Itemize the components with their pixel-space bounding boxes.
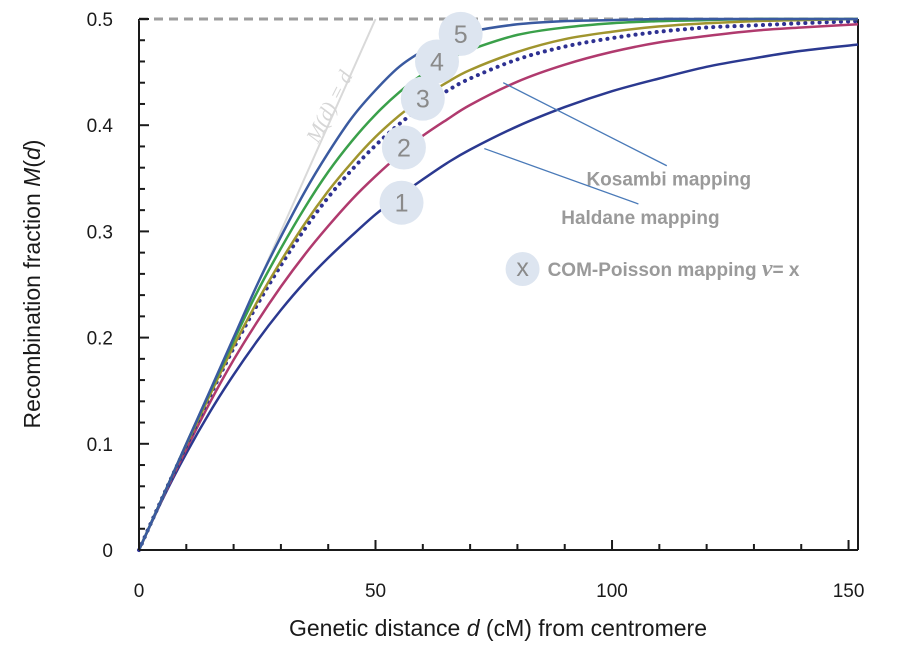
curve-badge-text-3: 3 xyxy=(416,86,430,114)
series-line-nu-1 xyxy=(139,45,858,551)
plot-frame xyxy=(139,19,858,550)
x-tick-label: 150 xyxy=(833,581,865,602)
curve-badge-text-2: 2 xyxy=(397,135,411,163)
com-poisson-note: x COM-Poisson mapping ν= x xyxy=(506,252,800,286)
annotation-text-1: Haldane mapping xyxy=(561,208,719,229)
series-group xyxy=(139,19,858,550)
series-line-nu-5 xyxy=(139,19,858,550)
y-axis-title: Recombination fraction M(d) xyxy=(19,140,45,429)
annotation-group: Kosambi mapping Haldane mapping xyxy=(484,83,751,229)
legend-note-text: COM-Poisson mapping ν= x xyxy=(548,256,800,282)
annotation-pointer-0 xyxy=(503,83,667,166)
reference-lines xyxy=(139,19,858,550)
series-line-nu-2 xyxy=(139,24,858,550)
series-line-kosambi xyxy=(139,21,858,550)
y-tick-label: 0.5 xyxy=(87,10,113,31)
y-tick-label: 0 xyxy=(102,541,113,562)
curve-badge-text-5: 5 xyxy=(454,21,468,49)
x-axis-title: Genetic distance d (cM) from centromere xyxy=(289,615,707,641)
curve-badge-text-4: 4 xyxy=(430,48,444,76)
series-line-nu-3 xyxy=(139,19,858,550)
y-tick-label: 0.4 xyxy=(87,116,114,137)
y-tick-label: 0.2 xyxy=(87,329,113,350)
series-line-nu-4 xyxy=(139,19,858,550)
legend-note-badge-text: x xyxy=(516,254,529,282)
annotation-text-0: Kosambi mapping xyxy=(586,170,751,191)
curve-badge-text-1: 1 xyxy=(395,190,409,218)
y-tick-label: 0.1 xyxy=(87,435,113,456)
x-tick-label: 0 xyxy=(134,581,145,602)
identity-line-label: M(d) = d xyxy=(301,66,358,147)
x-tick-label: 100 xyxy=(596,581,628,602)
x-tick-label: 50 xyxy=(365,581,386,602)
y-tick-label: 0.3 xyxy=(87,222,113,243)
